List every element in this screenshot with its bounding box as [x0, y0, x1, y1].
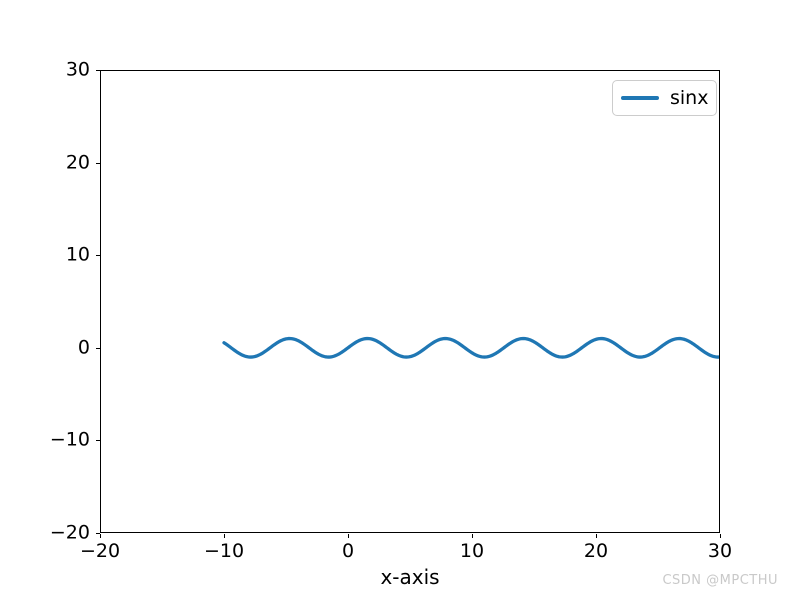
y-tick-mark: [96, 347, 100, 349]
x-axis-label: x-axis: [380, 565, 440, 589]
plot-area: [100, 70, 720, 533]
y-tick-mark: [96, 533, 100, 534]
legend-label: sinx: [670, 87, 709, 109]
watermark: CSDN @MPCTHU: [662, 573, 778, 588]
y-tick-mark: [96, 440, 100, 442]
y-tick-label: 30: [65, 58, 90, 81]
x-tick-mark: [596, 534, 597, 538]
y-tick-label: 0: [77, 336, 90, 359]
x-tick-label: −20: [79, 540, 121, 562]
x-tick-label: −10: [203, 540, 245, 562]
legend-line-sample: [621, 96, 659, 100]
y-tick-label: −10: [49, 428, 90, 451]
x-tick-mark: [100, 534, 101, 538]
y-tick-label: −20: [49, 521, 90, 544]
sine-curve-canvas: [222, 336, 720, 359]
series-line-sinx: [222, 336, 720, 359]
y-tick-mark: [96, 255, 100, 257]
x-tick-mark: [224, 534, 225, 538]
x-tick-mark: [720, 534, 721, 538]
x-tick-mark: [472, 534, 473, 538]
y-tick-mark: [96, 70, 100, 71]
x-tick-label: 10: [459, 540, 485, 562]
y-tick-mark: [96, 162, 100, 164]
x-tick-label: 0: [341, 540, 355, 562]
x-tick-label: 20: [583, 540, 609, 562]
x-tick-label: 30: [707, 540, 733, 562]
y-tick-label: 20: [65, 151, 90, 174]
y-tick-label: 10: [65, 243, 90, 266]
legend: sinx: [612, 80, 717, 116]
x-tick-mark: [348, 534, 349, 538]
